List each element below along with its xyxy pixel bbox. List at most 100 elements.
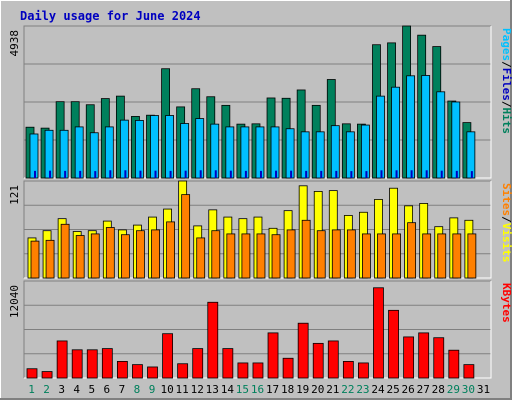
- kbytes-bar: [297, 322, 309, 379]
- day-tick-label: 27: [417, 383, 430, 396]
- pages-bar: [470, 171, 473, 178]
- kbytes-bar: [267, 332, 279, 379]
- pages-bar: [169, 170, 172, 178]
- pages-bar: [455, 170, 458, 178]
- pages-bar: [184, 170, 187, 178]
- kbytes-bar: [56, 340, 68, 379]
- panel-3-border-dark: [23, 280, 491, 378]
- kbytes-bar: [101, 348, 113, 379]
- files-bar: [119, 119, 129, 179]
- kbytes-bar: [207, 301, 219, 379]
- legend-part: /: [500, 101, 512, 108]
- sites-bar: [120, 234, 130, 279]
- files-bar: [391, 86, 400, 179]
- day-tick-label: 28: [432, 383, 445, 396]
- kbytes-bar: [433, 337, 445, 379]
- pages-bar: [34, 170, 36, 178]
- sites-bar: [226, 233, 236, 279]
- files-bar: [240, 126, 250, 179]
- pages-bar: [49, 170, 52, 178]
- sites-bar: [362, 233, 371, 279]
- files-bar: [210, 123, 220, 179]
- day-tick-label: 26: [402, 383, 415, 396]
- kbytes-bar: [237, 362, 249, 379]
- kbytes-bar: [192, 348, 204, 379]
- day-tick-label: 22: [341, 383, 354, 396]
- pages-bar: [335, 170, 338, 178]
- sites-bar: [256, 233, 266, 279]
- sites-bar: [241, 233, 251, 279]
- files-bar: [255, 126, 265, 179]
- kbytes-bar: [418, 332, 430, 379]
- pages-bar: [109, 170, 112, 178]
- kbytes-bar: [71, 349, 83, 379]
- files-bar: [165, 115, 174, 179]
- sites-bar: [452, 233, 462, 279]
- kbytes-bar: [86, 349, 98, 379]
- day-tick-label: 19: [296, 383, 309, 396]
- kbytes-bar: [448, 349, 460, 379]
- sites-bar: [331, 229, 341, 279]
- pages-bar: [395, 170, 398, 178]
- files-bar: [180, 123, 190, 179]
- day-tick-label: 31: [477, 383, 490, 396]
- legend-part: Visits: [500, 223, 512, 263]
- files-bar: [421, 75, 431, 179]
- day-tick-label: 7: [119, 383, 126, 396]
- sites-bar: [422, 233, 432, 279]
- sites-bar: [301, 219, 311, 279]
- pages-bar: [79, 170, 82, 178]
- kbytes-bar: [177, 363, 189, 379]
- day-tick-label: 13: [206, 383, 219, 396]
- day-tick-label: 12: [191, 383, 204, 396]
- kbytes-bar: [327, 340, 339, 379]
- day-tick-label: 5: [88, 383, 95, 396]
- kbytes-bar: [252, 362, 264, 379]
- kbytes-bar: [388, 309, 399, 379]
- files-bar: [150, 115, 159, 179]
- pages-bar: [410, 170, 413, 178]
- sites-bar: [105, 227, 115, 279]
- kbytes-bar: [463, 364, 475, 379]
- panel-1-legend-label: Pages/Files/Hits: [500, 28, 512, 134]
- sites-bar: [316, 230, 326, 279]
- kbytes-bar: [41, 371, 53, 379]
- day-tick-label: 10: [160, 383, 173, 396]
- day-tick-label: 21: [326, 383, 339, 396]
- files-bar: [406, 75, 416, 179]
- pages-bar: [94, 171, 97, 178]
- sites-bar: [271, 234, 281, 279]
- panel-3-y-max-label: 12040: [8, 285, 21, 318]
- day-tick-label: 17: [266, 383, 279, 396]
- files-bar: [361, 124, 370, 179]
- sites-bar: [181, 194, 191, 279]
- kbytes-bar: [26, 368, 38, 379]
- pages-bar: [64, 170, 67, 178]
- files-bar: [59, 129, 69, 179]
- pages-bar: [139, 170, 142, 178]
- pages-bar: [275, 170, 278, 178]
- files-bar: [345, 131, 355, 179]
- day-tick-label: 3: [58, 383, 65, 396]
- legend-part: KBytes: [500, 283, 512, 323]
- sites-bar: [211, 230, 221, 279]
- files-bar: [436, 91, 446, 179]
- day-tick-label: 6: [104, 383, 111, 396]
- pages-bar: [365, 171, 368, 178]
- files-bar: [466, 131, 476, 179]
- pages-bar: [350, 171, 353, 178]
- day-tick-label: 23: [356, 383, 369, 396]
- panel-2-y-max-label: 121: [8, 185, 21, 205]
- pages-bar: [380, 170, 383, 178]
- sites-bar: [467, 233, 477, 279]
- panel-3-legend-label: KBytes: [500, 283, 512, 323]
- pages-bar: [244, 170, 247, 178]
- kbytes-bar: [116, 361, 128, 379]
- sites-bar: [151, 229, 160, 279]
- day-tick-label: 30: [462, 383, 475, 396]
- files-bar: [74, 126, 84, 179]
- kbytes-bar: [222, 348, 234, 379]
- day-tick-label: 24: [371, 383, 385, 396]
- kbytes-bar: [162, 333, 173, 379]
